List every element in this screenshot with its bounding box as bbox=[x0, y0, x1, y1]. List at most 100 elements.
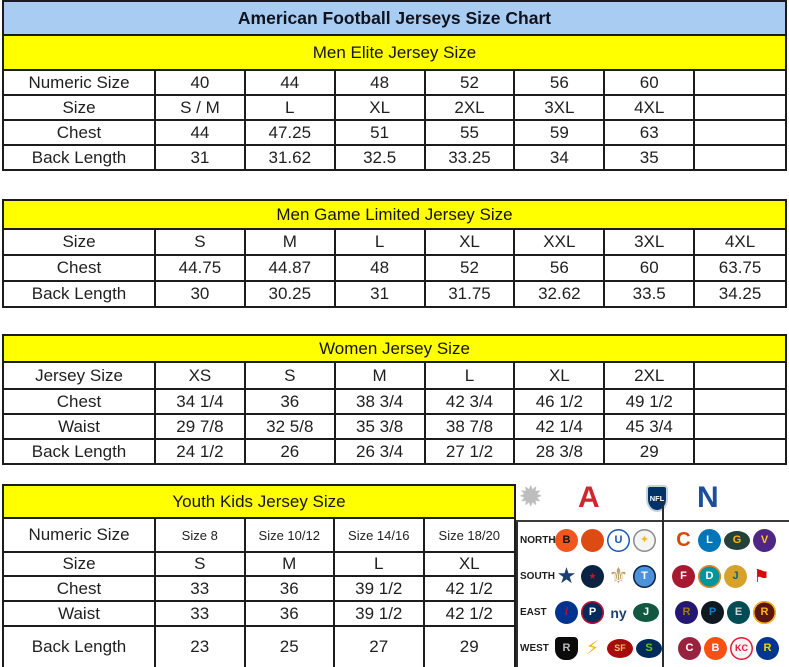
size-value: 52 bbox=[426, 71, 516, 94]
size-value: 33.25 bbox=[426, 146, 516, 169]
size-value: XL bbox=[515, 363, 606, 388]
size-value: 26 3/4 bbox=[336, 440, 426, 463]
cardinals-logo: C bbox=[678, 637, 701, 661]
steelers-logo: ✦ bbox=[633, 528, 656, 552]
saints-logo: ⚜ bbox=[608, 563, 629, 589]
row-label: Waist bbox=[4, 415, 156, 438]
bengals-logo: B bbox=[555, 528, 578, 552]
size-value: L bbox=[336, 230, 426, 254]
afc-logo-icon: A bbox=[578, 481, 600, 514]
rams-logo: R bbox=[756, 637, 779, 661]
patriots-logo: P bbox=[581, 601, 604, 625]
row-label: Waist bbox=[4, 602, 156, 625]
dolphins-logo: D bbox=[698, 564, 721, 588]
division-label: WEST bbox=[520, 643, 549, 655]
eagles-logo: E bbox=[727, 601, 750, 625]
size-value: 42 1/4 bbox=[515, 415, 606, 438]
row-label: Size bbox=[4, 96, 156, 119]
bears-logo: C bbox=[676, 529, 691, 552]
size-value bbox=[695, 363, 785, 388]
size-value: 45 3/4 bbox=[605, 415, 696, 438]
size-value: 29 7/8 bbox=[156, 415, 246, 438]
conference-divider bbox=[662, 502, 664, 667]
division-row: WEST R ⚡ SF S C B KC R bbox=[518, 631, 789, 667]
lions-logo: L bbox=[698, 528, 721, 552]
size-value: 3XL bbox=[515, 96, 606, 119]
buccaneers-logo: ⚑ bbox=[753, 566, 770, 587]
table-row: Chest 34 1/4 36 38 3/4 42 3/4 46 1/2 49 1/2 bbox=[4, 390, 785, 415]
table-row: Numeric Size 40 44 48 52 56 60 bbox=[4, 71, 785, 96]
cowboys-logo: ★ bbox=[556, 563, 577, 589]
size-value bbox=[695, 71, 785, 94]
afc-team-group: B U ✦ bbox=[555, 528, 656, 552]
table-row: Back Length 31 31.62 32.5 33.25 34 35 bbox=[4, 146, 785, 169]
nfl-shield-icon: NFL bbox=[646, 485, 668, 512]
size-value: 31.75 bbox=[426, 282, 516, 306]
size-value: 30.25 bbox=[246, 282, 336, 306]
size-value: M bbox=[246, 553, 335, 575]
size-value: 34 1/4 bbox=[156, 390, 246, 413]
size-value: S bbox=[156, 230, 246, 254]
row-label: Size bbox=[4, 230, 156, 254]
division-label: SOUTH bbox=[520, 570, 555, 582]
division-row: NORTH B U ✦ C L G V bbox=[518, 522, 789, 558]
row-label: Back Length bbox=[4, 146, 156, 169]
women-table: Jersey Size XS S M L XL 2XL Chest 34 1/4 36 38 3/4… bbox=[4, 363, 785, 463]
redskins-logo: R bbox=[753, 601, 776, 625]
giants-logo: ny bbox=[610, 604, 627, 621]
size-value: 44 bbox=[246, 71, 336, 94]
row-label: Numeric Size bbox=[4, 519, 156, 551]
size-value: 48 bbox=[336, 256, 426, 280]
size-value: 33 bbox=[156, 602, 246, 625]
row-label: Numeric Size bbox=[4, 71, 156, 94]
division-label: NORTH bbox=[520, 534, 556, 546]
size-value: Size 14/16 bbox=[335, 519, 425, 551]
table-row: Back Length 30 30.25 31 31.75 32.62 33.5 34.25 bbox=[4, 282, 785, 306]
packers-logo: G bbox=[724, 530, 750, 550]
49ers-logo: SF bbox=[607, 639, 633, 659]
size-value: 56 bbox=[515, 71, 606, 94]
women-section: Women Jersey Size Jersey Size XS S M L XL 2XL C… bbox=[2, 334, 787, 465]
size-value: 44.75 bbox=[156, 256, 246, 280]
panthers-logo: P bbox=[701, 601, 724, 625]
starburst-icon: ✹ bbox=[519, 481, 543, 512]
size-value: Size 8 bbox=[156, 519, 246, 551]
size-value: M bbox=[246, 230, 336, 254]
size-value: L bbox=[426, 363, 516, 388]
broncos-logo: B bbox=[704, 637, 727, 661]
youth-kids-section: Youth Kids Jersey Size Numeric Size Size … bbox=[2, 484, 516, 667]
size-value: 47.25 bbox=[246, 121, 336, 144]
size-value: XXL bbox=[515, 230, 606, 254]
size-value: 34.25 bbox=[718, 284, 762, 303]
men-game-limited-table: Size S M L XL XXL 3XL 4XL Chest 44.75 44.87 48 52 56 6… bbox=[4, 230, 785, 306]
size-value: 32.5 bbox=[336, 146, 426, 169]
size-value: 31.62 bbox=[246, 146, 336, 169]
size-value bbox=[695, 415, 785, 438]
table-row: Chest 44 47.25 51 55 59 63 bbox=[4, 121, 785, 146]
row-label: Chest bbox=[4, 390, 156, 413]
size-value: 4XL bbox=[605, 96, 696, 119]
size-value: 32 5/8 bbox=[246, 415, 336, 438]
size-value: 52 bbox=[426, 256, 516, 280]
size-value: 36 bbox=[246, 602, 335, 625]
size-value bbox=[695, 146, 785, 169]
size-value: 46 1/2 bbox=[515, 390, 606, 413]
size-value: 38 7/8 bbox=[426, 415, 516, 438]
nfc-team-group: C B KC R bbox=[678, 637, 779, 661]
seahawks-logo: S bbox=[636, 639, 662, 659]
youth-kids-table: Numeric Size Size 8 Size 10/12 Size 14/16 Si… bbox=[4, 519, 514, 667]
chiefs-logo: KC bbox=[730, 637, 753, 661]
size-value: XS bbox=[156, 363, 246, 388]
row-label: Back Length bbox=[4, 282, 156, 306]
size-value: L bbox=[246, 96, 336, 119]
size-value: 59 bbox=[515, 121, 606, 144]
bills-logo: / bbox=[555, 601, 578, 625]
size-value bbox=[695, 390, 785, 413]
conference-header: ✹ A NFL N bbox=[516, 478, 789, 522]
size-value: 30 bbox=[156, 282, 246, 306]
browns-logo bbox=[581, 528, 604, 552]
